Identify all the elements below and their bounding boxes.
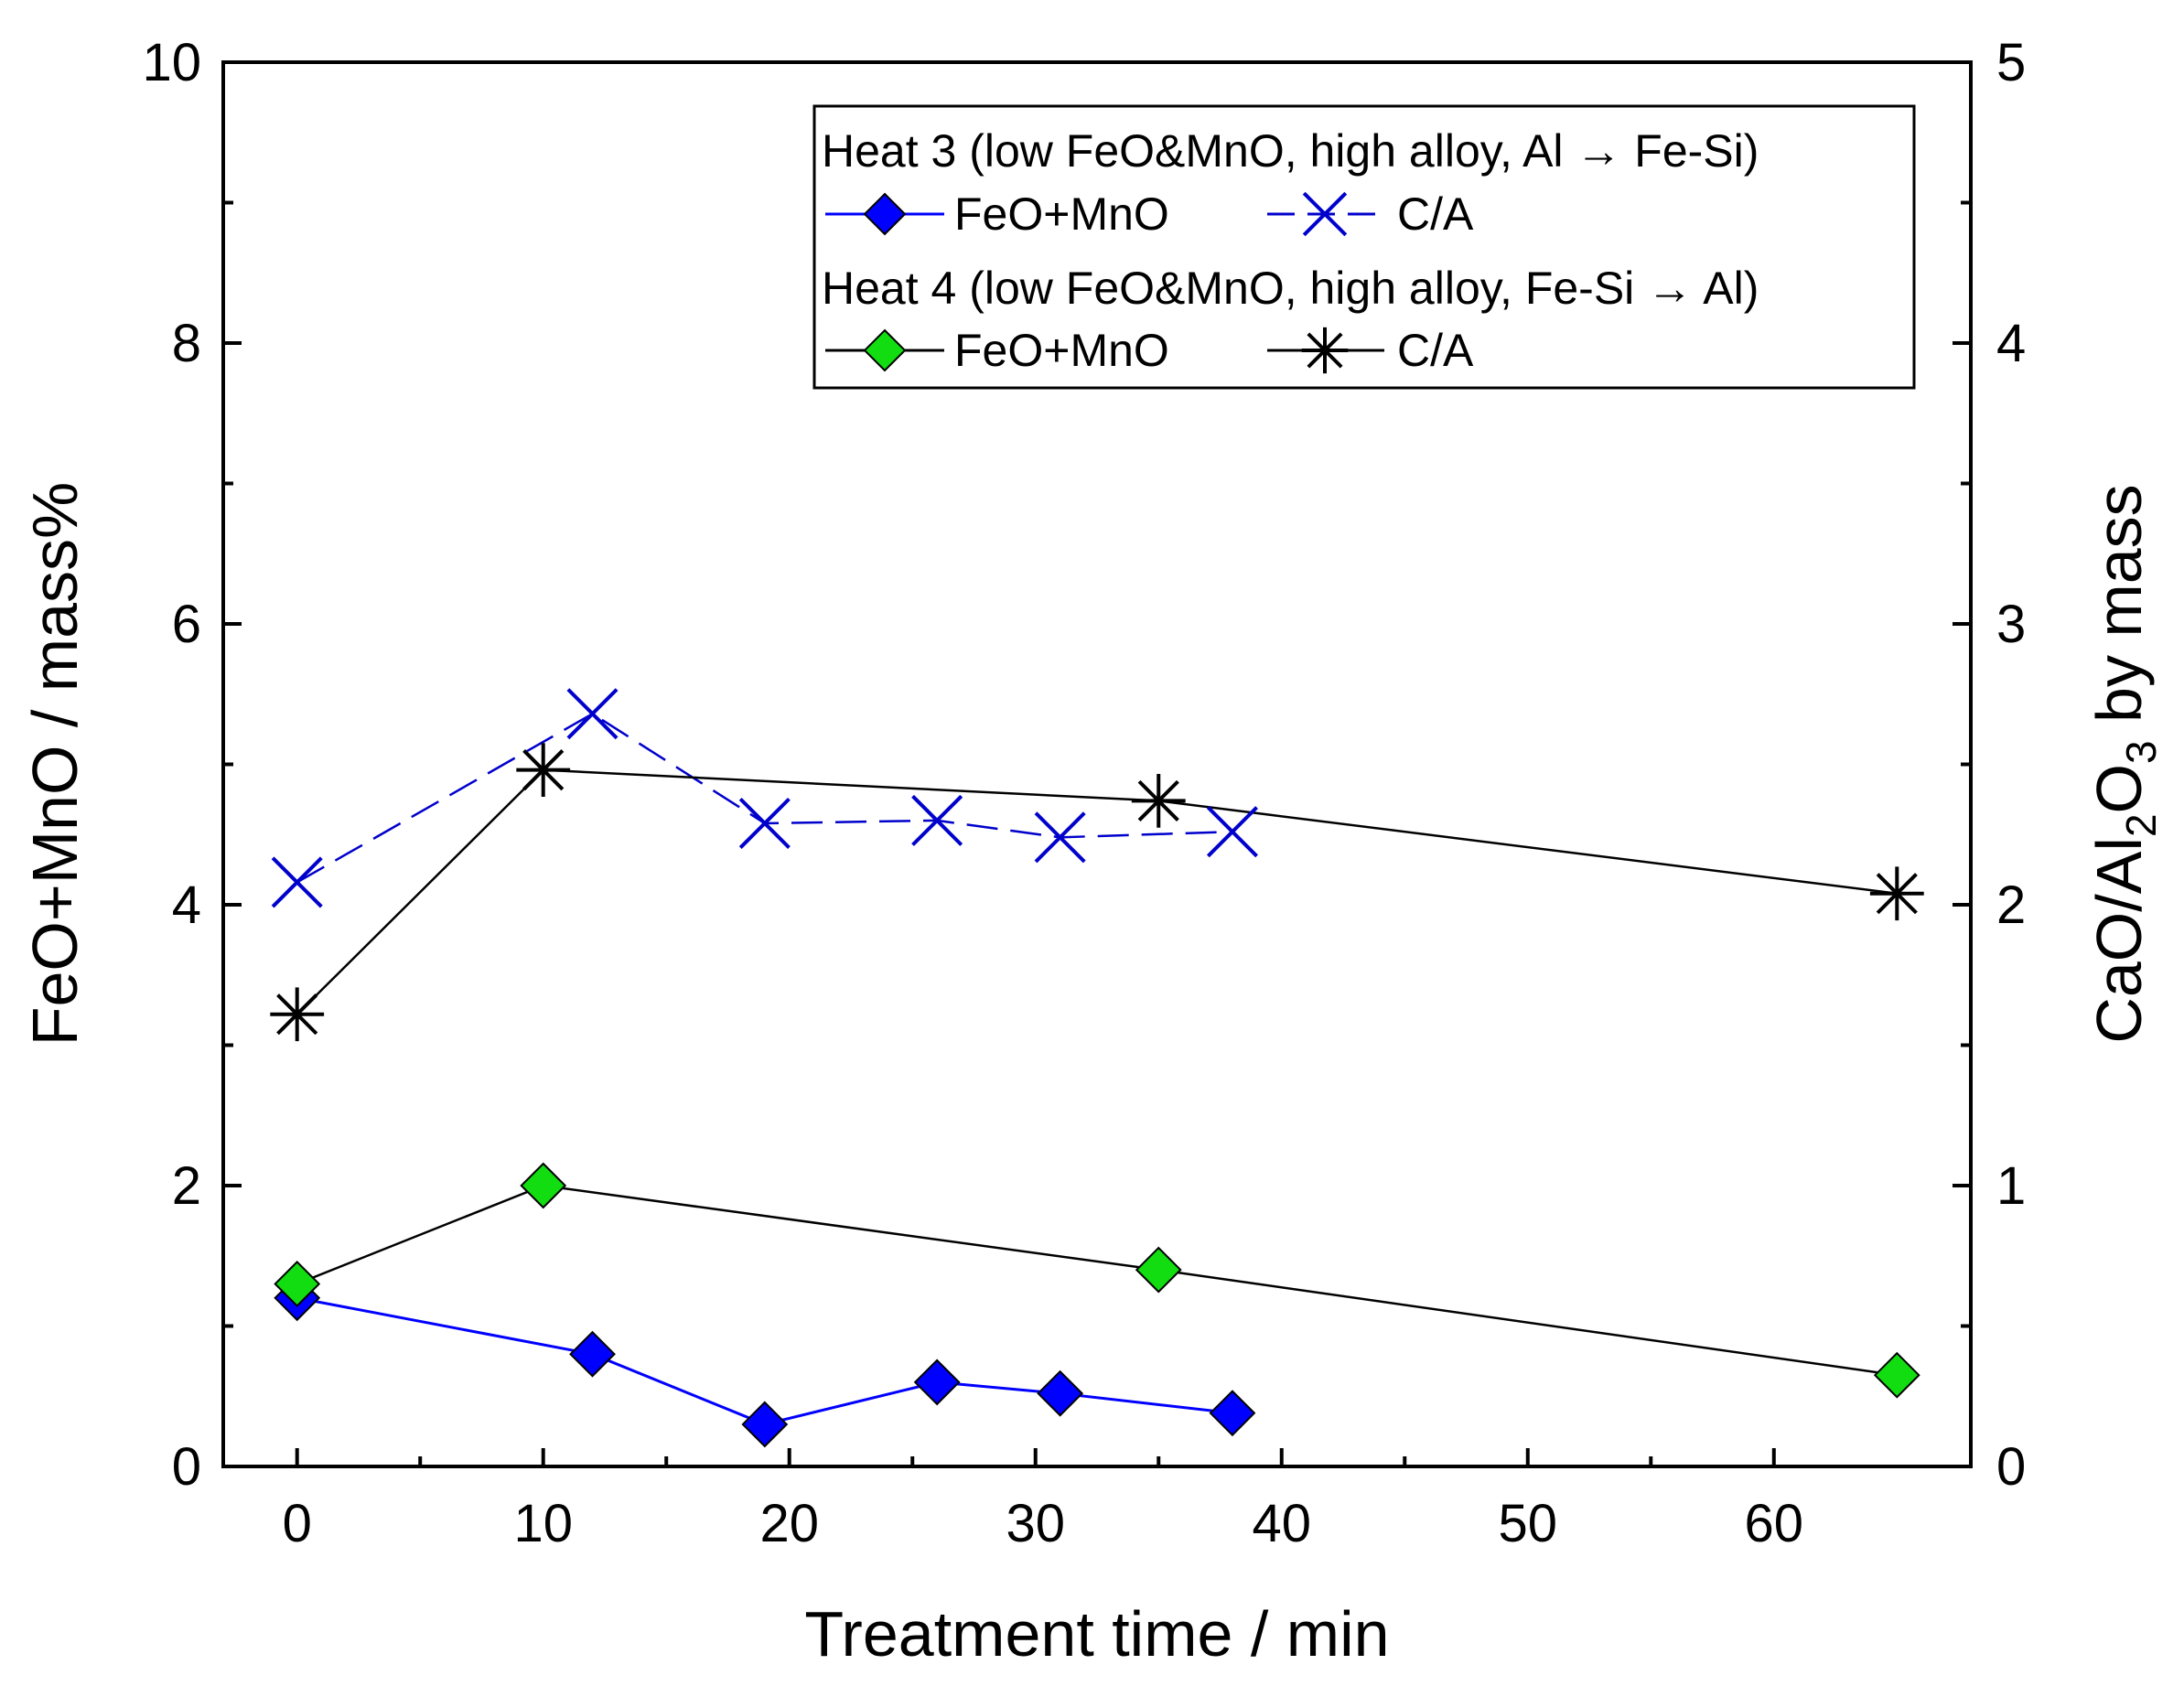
data-point-s1-p4: [1034, 811, 1086, 864]
series-lines: [296, 712, 1898, 1426]
y2-axis-title: CaO/Al2O3 by mass: [2083, 484, 2165, 1043]
data-point-s1-p5: [1206, 806, 1258, 858]
data-point-s1-p1: [566, 688, 619, 740]
y2-axis-title-sub2: 3: [2117, 740, 2165, 764]
axis-ticks: [223, 60, 1971, 1468]
data-point-s0-p1: [569, 1330, 616, 1378]
legend-heat3-feo-mno-label: FeO+MnO: [954, 188, 1169, 240]
series-line-2: [296, 1184, 1898, 1377]
data-point-s0-p4: [1037, 1369, 1084, 1417]
x-axis-title: Treatment time / min: [804, 1598, 1389, 1670]
legend: Heat 3 (low FeO&MnO, high alloy, Al → Fe…: [812, 104, 1916, 390]
data-point-s2-p2: [1135, 1246, 1182, 1294]
legend-heat4-header: Heat 4 (low FeO&MnO, high alloy, Fe-Si →…: [822, 263, 1759, 314]
x-tick-label: 20: [759, 1494, 819, 1553]
y2-tick-label: 2: [1996, 875, 2026, 935]
y-tick-label: 10: [142, 33, 201, 92]
data-point-s3-p0: [270, 987, 325, 1042]
legend-sym-h3-feo-marker: [863, 192, 907, 236]
data-point-s0-p3: [913, 1358, 961, 1406]
data-point-s1-p2: [738, 797, 791, 849]
y2-tick-label: 5: [1996, 33, 2026, 92]
legend-symbol-heat4-feo-mno: [825, 328, 944, 372]
data-point-s1-p0: [271, 856, 323, 908]
legend-symbol-heat3-feo-mno: [825, 192, 944, 236]
legend-symbol-heat4-ca: [1267, 327, 1384, 374]
y-tick-label: 6: [172, 595, 201, 654]
legend-heat4-feo-mno-label: FeO+MnO: [954, 325, 1169, 376]
tick-labels: 0 10 20 30 40 50 60 0 2 4 6 8 10 0 1 2 3 4 5: [142, 33, 2026, 1553]
y-tick-label: 0: [172, 1437, 201, 1497]
data-point-s0-p2: [741, 1401, 789, 1448]
legend-symbol-heat3-ca: [1267, 191, 1384, 237]
series-line-1: [296, 712, 1232, 884]
legend-sym-h4-feo-marker: [863, 328, 907, 372]
y2-axis-title-sub1: 2: [2117, 813, 2165, 837]
legend-heat4-ca-label: C/A: [1397, 325, 1474, 376]
x-tick-label: 0: [283, 1494, 312, 1553]
data-point-s0-p5: [1209, 1390, 1256, 1437]
x-tick-label: 50: [1499, 1494, 1558, 1553]
y2-tick-label: 1: [1996, 1156, 2026, 1216]
series-line-3: [296, 768, 1898, 1015]
legend-sym-h4-ca-marker: [1301, 327, 1349, 374]
x-tick-label: 30: [1006, 1494, 1065, 1553]
y-tick-label: 2: [172, 1156, 201, 1216]
legend-sym-h3-ca-marker: [1302, 191, 1348, 237]
data-point-s2-p1: [520, 1162, 567, 1209]
y2-axis-title-part1: CaO/Al: [2083, 837, 2155, 1044]
y-tick-label: 4: [172, 875, 201, 935]
legend-heat3-ca-label: C/A: [1397, 188, 1474, 240]
y2-tick-label: 0: [1996, 1437, 2026, 1497]
series-markers: [270, 688, 1924, 1448]
x-tick-label: 10: [513, 1494, 573, 1553]
legend-box: [812, 104, 1916, 390]
y2-tick-label: 4: [1996, 314, 2026, 373]
y2-axis-title-part3: by mass: [2083, 484, 2155, 740]
data-point-s1-p3: [911, 794, 963, 846]
data-point-s3-p2: [1131, 774, 1186, 828]
y-axis-title: FeO+MnO / mass%: [19, 482, 91, 1047]
x-tick-label: 60: [1745, 1494, 1804, 1553]
y2-axis-title-part2: O: [2083, 764, 2155, 813]
x-tick-label: 40: [1253, 1494, 1312, 1553]
data-point-s3-p3: [1869, 866, 1924, 921]
data-point-s3-p1: [516, 743, 571, 798]
data-point-s2-p0: [274, 1261, 321, 1307]
y2-tick-label: 3: [1996, 595, 2026, 654]
series-line-0: [296, 1296, 1233, 1426]
legend-heat3-header: Heat 3 (low FeO&MnO, high alloy, Al → Fe…: [822, 125, 1759, 177]
y-tick-label: 8: [172, 314, 201, 373]
data-point-s2-p3: [1873, 1351, 1920, 1399]
